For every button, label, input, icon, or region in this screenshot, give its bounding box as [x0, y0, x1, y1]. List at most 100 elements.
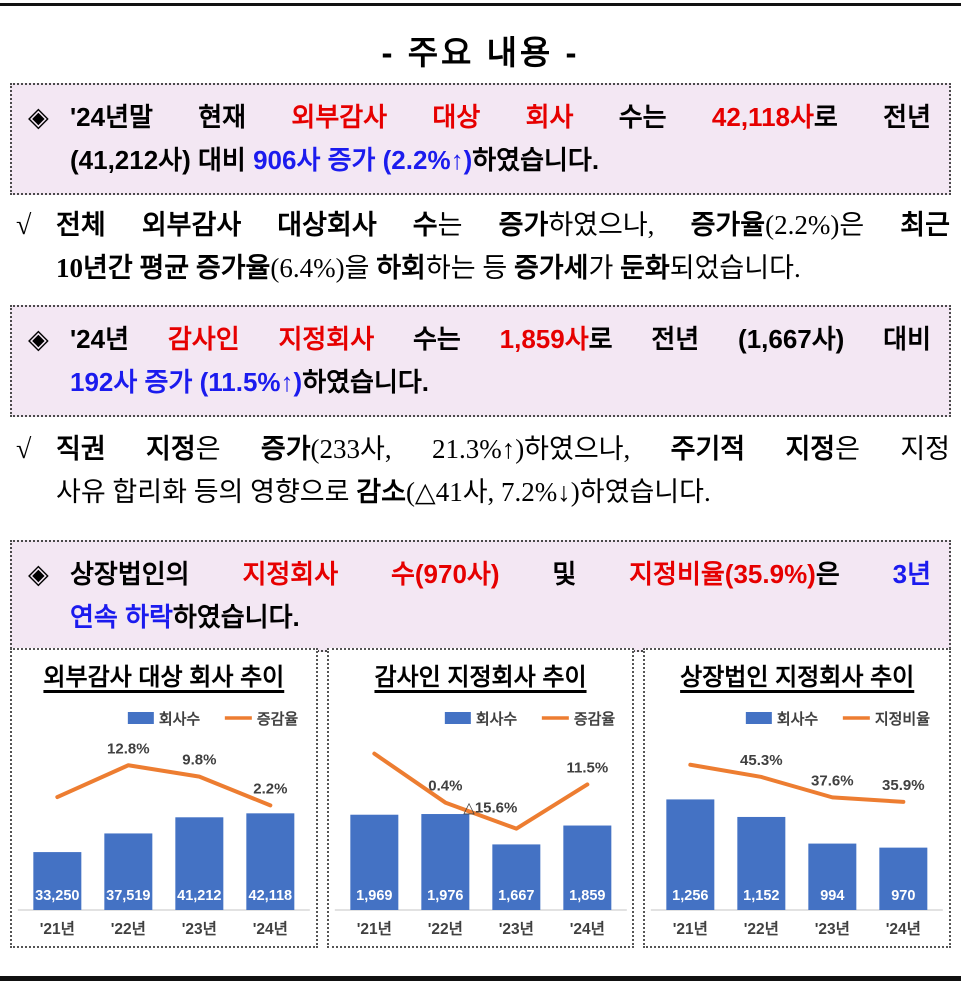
text-run: 감사인 지정회사	[167, 324, 375, 354]
text-run: '24년	[70, 324, 168, 354]
highlight-box-designated-companies: ◈ '24년 감사인 지정회사 수는 1,859사로 전년 (1,667사) 대…	[10, 305, 951, 417]
text-run: 42,118사	[711, 102, 814, 132]
page-title: - 주요 내용 -	[381, 34, 580, 71]
highlight-box-line: (41,212사) 대비 906사 증가 (2.2%↑)하였습니다.	[70, 139, 931, 182]
chart-panel-listed-trend: 상장법인 지정회사 추이 회사수 지정비율 1,256 '21년 1,152 '22년 99…	[643, 648, 952, 948]
text-run: 되었습니다.	[669, 253, 801, 283]
chart-title: 상장법인 지정회사 추이	[680, 664, 915, 691]
text-run: 하는 등	[425, 253, 514, 283]
bar	[246, 813, 295, 910]
legend-bar-label: 회사수	[476, 711, 518, 728]
bar-value-label: 1,152	[744, 888, 780, 904]
text-run: 하였습니다.	[472, 145, 600, 175]
bar-value-label: 37,519	[106, 888, 150, 904]
text-run: 지정회사 수(970사)	[242, 559, 500, 589]
chart-panel-designated-trend: 감사인 지정회사 추이 회사수 증감율 1,969 '21년 1,976 '22년 1,66…	[326, 648, 635, 948]
text-run: 1,859사	[499, 324, 589, 354]
x-axis-tick-label: '24년	[886, 919, 921, 938]
bar	[563, 825, 612, 910]
combo-chart-designated: 회사수 증감율 1,969 '21년 1,976 '22년 1,667 '23년 1,859 '2…	[334, 710, 627, 938]
text-run: 수는	[573, 102, 712, 132]
trend-line	[372, 751, 590, 831]
text-run: (41,212사) 대비	[70, 145, 254, 175]
check-marker-icon: √	[16, 434, 32, 465]
x-axis-tick-label: '22년	[744, 919, 779, 938]
bar	[104, 833, 153, 910]
trend-line	[55, 763, 273, 808]
bar	[666, 799, 715, 910]
text-run: (2.2%)은	[765, 210, 901, 240]
bar	[879, 847, 928, 910]
text-run: 로 전년	[813, 102, 931, 132]
text-run: 은	[195, 434, 261, 464]
top-divider-rule	[0, 3, 961, 6]
text-run: 가	[588, 253, 621, 283]
text-run: 외부감사 대상 회사	[291, 102, 574, 132]
legend-line-label: 증감율	[257, 710, 299, 728]
legend-line-label: 지정비율	[875, 710, 930, 728]
chart-title: 감사인 지정회사 추이	[374, 664, 587, 691]
text-run: 사유 합리화 등의 영향으로	[56, 477, 357, 507]
note-paragraph-line: 직권 지정은 증가(233사, 21.3%↑)하였으나, 주기적 지정은 지정	[56, 428, 950, 471]
text-run: 연속 하락	[70, 602, 173, 632]
note-paragraph-line: 사유 합리화 등의 영향으로 감소(△41사, 7.2%↓)하였습니다.	[56, 471, 950, 514]
trend-line	[688, 762, 906, 804]
text-run: 906사 증가 (2.2%↑)	[253, 145, 473, 175]
check-marker-icon: √	[16, 210, 32, 241]
text-run: 3년	[892, 559, 931, 589]
x-axis-tick-label: '21년	[356, 919, 391, 938]
text-run: 은	[815, 559, 893, 589]
text-run: 은 지정	[835, 434, 950, 464]
legend-bar-label: 회사수	[159, 711, 201, 728]
bar	[421, 814, 470, 910]
x-axis-tick-label: '21년	[673, 919, 708, 938]
text-run: '24년말 현재	[70, 102, 292, 132]
text-run: 는	[437, 210, 499, 240]
legend-bar-swatch	[444, 712, 471, 724]
bar	[33, 852, 82, 910]
bar-value-label: 994	[821, 888, 845, 904]
x-axis-tick-label: '24년	[253, 919, 288, 938]
bar-value-label: 1,976	[427, 888, 463, 904]
chart-panel-audit-target-trend: 외부감사 대상 회사 추이 회사수 증감율 33,250 '21년 37,519 '22년…	[10, 648, 318, 948]
highlight-box-line: 연속 하락하였습니다.	[70, 596, 931, 639]
text-run: 증가율	[690, 210, 766, 240]
legend-bar-label: 회사수	[777, 711, 819, 728]
text-run: 지정비율(35.9%)	[629, 559, 816, 589]
bar-value-label: 970	[892, 888, 916, 904]
text-run: 직권 지정	[56, 434, 196, 464]
legend-line-label: 증감율	[574, 710, 616, 728]
x-axis-tick-label: '22년	[111, 919, 146, 938]
note-paragraph-growth-rate: √ 전체 외부감사 대상회사 수는 증가하였으나, 증가율(2.2%)은 최근 …	[14, 204, 950, 290]
diamond-bullet-icon: ◈	[28, 559, 49, 589]
bar	[175, 817, 224, 910]
text-run: 최근	[900, 210, 950, 240]
text-run: 하회	[376, 253, 426, 283]
x-axis-tick-label: '24년	[569, 919, 604, 938]
text-run: 수는	[374, 324, 500, 354]
note-paragraph-line: 10년간 평균 증가율(6.4%)을 하회하는 등 증가세가 둔화되었습니다.	[56, 247, 950, 290]
text-run: 증가	[498, 210, 549, 240]
combo-chart-listed: 회사수 지정비율 1,256 '21년 1,152 '22년 994 '23년 970 '24년 4…	[651, 710, 944, 938]
combo-chart-audit-target: 회사수 증감율 33,250 '21년 37,519 '22년 41,212 '23년 42,1…	[17, 710, 310, 938]
highlight-box-line: 192사 증가 (11.5%↑)하였습니다.	[70, 361, 931, 404]
highlight-box-audit-target: ◈ '24년말 현재 외부감사 대상 회사 수는 42,118사로 전년 (41…	[10, 83, 951, 195]
note-paragraph-designation-types: √ 직권 지정은 증가(233사, 21.3%↑)하였으나, 주기적 지정은 지…	[14, 428, 950, 514]
legend-bar-swatch	[127, 712, 154, 724]
line-point-label: 0.4%	[428, 778, 462, 795]
bottom-divider-rule	[0, 976, 961, 981]
diamond-bullet-icon: ◈	[28, 324, 49, 354]
line-point-label: 12.8%	[107, 740, 150, 757]
text-run: (6.4%)을	[270, 253, 377, 283]
x-axis-tick-label: '22년	[427, 919, 462, 938]
highlight-box-line: '24년말 현재 외부감사 대상 회사 수는 42,118사로 전년	[70, 96, 931, 139]
line-point-label: 35.9%	[882, 777, 925, 794]
line-point-label: 11.5%	[566, 759, 608, 776]
line-point-label: 9.8%	[182, 752, 216, 769]
text-run: 둔화	[620, 253, 670, 283]
highlight-box-line: 상장법인의 지정회사 수(970사) 및 지정비율(35.9%)은 3년	[70, 553, 931, 596]
text-run: (△41사, 7.2%↓)하였습니다.	[405, 477, 711, 507]
bar-value-label: 1,256	[673, 888, 709, 904]
x-axis-tick-label: '23년	[182, 919, 217, 938]
